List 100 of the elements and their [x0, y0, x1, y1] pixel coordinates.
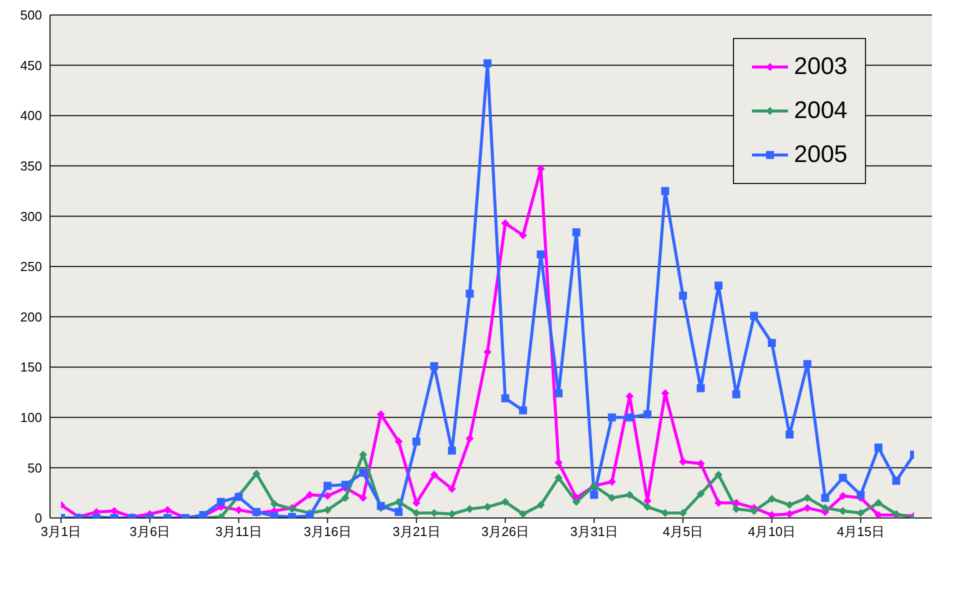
point — [341, 480, 350, 489]
legend-label: 2003 — [794, 53, 848, 81]
x-tick-label: 4月10日 — [748, 524, 796, 539]
point — [484, 348, 492, 356]
point — [803, 504, 812, 512]
point — [536, 250, 545, 258]
point — [892, 476, 900, 485]
y-tick-label: 350 — [20, 158, 42, 174]
point — [732, 390, 740, 398]
point — [678, 292, 687, 300]
point — [696, 490, 705, 498]
point — [750, 312, 758, 320]
point — [554, 389, 563, 398]
x-tick-label: 3月1日 — [40, 524, 82, 539]
point — [501, 219, 510, 228]
point — [714, 470, 723, 479]
point — [394, 438, 403, 446]
legend-label: 2004 — [794, 97, 848, 125]
point — [430, 362, 438, 370]
point — [484, 59, 492, 68]
point — [803, 360, 812, 368]
point — [430, 470, 438, 479]
point — [270, 512, 278, 518]
y-tick-label: 450 — [20, 58, 42, 73]
point — [448, 446, 456, 455]
point — [394, 498, 403, 506]
point — [786, 430, 794, 438]
point — [448, 484, 456, 493]
point — [608, 413, 616, 422]
point — [626, 413, 634, 422]
point — [394, 508, 403, 516]
point — [501, 498, 510, 506]
point — [359, 468, 368, 477]
point — [786, 510, 794, 518]
point — [750, 506, 758, 515]
point — [874, 498, 882, 507]
point — [519, 406, 528, 414]
point — [643, 410, 652, 418]
point — [324, 482, 332, 490]
legend-label: 2005 — [794, 141, 848, 169]
point — [696, 460, 705, 468]
point — [714, 282, 723, 290]
point — [768, 338, 776, 347]
point — [608, 494, 616, 502]
point — [466, 434, 474, 443]
point — [803, 494, 812, 502]
point — [572, 228, 580, 236]
y-tick-label: 100 — [20, 410, 42, 426]
point — [608, 478, 616, 486]
point — [306, 512, 314, 518]
point — [838, 506, 847, 515]
point — [359, 494, 368, 502]
point — [306, 490, 314, 499]
point — [786, 500, 794, 509]
point — [324, 506, 332, 514]
x-tick-label: 3月21日 — [392, 524, 440, 539]
point — [856, 490, 865, 499]
y-tick-label: 300 — [20, 208, 42, 224]
x-tick-label: 3月26日 — [481, 524, 530, 539]
point — [501, 394, 510, 402]
point — [110, 506, 118, 515]
y-tick-label: 50 — [28, 460, 42, 476]
point — [466, 504, 474, 513]
point — [821, 494, 830, 502]
point — [821, 504, 830, 512]
point — [412, 438, 420, 446]
x-tick-label: 3月16日 — [304, 524, 352, 539]
point — [838, 474, 847, 482]
point — [519, 510, 528, 518]
point — [234, 506, 243, 514]
x-tick-label: 4月15日 — [836, 524, 885, 539]
point — [519, 231, 528, 240]
y-tick-label: 500 — [20, 8, 42, 23]
point — [572, 498, 580, 506]
point — [874, 444, 882, 452]
point — [732, 498, 740, 507]
point — [643, 502, 652, 511]
point — [270, 500, 278, 508]
point — [696, 384, 705, 392]
y-tick-label: 150 — [20, 360, 42, 375]
point — [252, 470, 260, 478]
y-tick-label: 250 — [20, 259, 42, 274]
point — [768, 510, 776, 518]
point — [554, 474, 563, 482]
point — [164, 506, 172, 514]
point — [324, 492, 332, 500]
y-tick-label: 200 — [20, 309, 42, 324]
point — [412, 498, 420, 507]
point — [590, 490, 598, 499]
x-tick-label: 3月6日 — [130, 524, 170, 539]
point — [216, 498, 225, 506]
point — [341, 494, 350, 502]
y-tick-label: 400 — [20, 108, 42, 124]
x-tick-label: 3月31日 — [570, 524, 618, 539]
x-tick-label: 3月11日 — [215, 524, 262, 539]
point — [838, 492, 847, 500]
point — [732, 504, 740, 513]
point — [466, 290, 474, 298]
point — [536, 500, 545, 509]
point — [856, 508, 865, 517]
